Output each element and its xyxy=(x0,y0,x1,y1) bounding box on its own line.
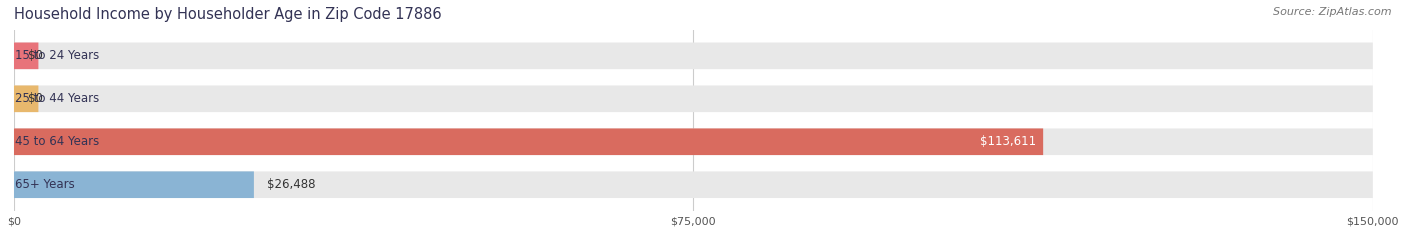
FancyBboxPatch shape xyxy=(14,42,1372,69)
Text: 15 to 24 Years: 15 to 24 Years xyxy=(15,49,100,62)
Text: $0: $0 xyxy=(28,92,42,105)
FancyBboxPatch shape xyxy=(14,128,1043,155)
Text: $26,488: $26,488 xyxy=(267,178,316,191)
Text: $113,611: $113,611 xyxy=(980,135,1036,148)
FancyBboxPatch shape xyxy=(14,128,1372,155)
FancyBboxPatch shape xyxy=(14,86,38,112)
FancyBboxPatch shape xyxy=(14,171,254,198)
Text: Household Income by Householder Age in Zip Code 17886: Household Income by Householder Age in Z… xyxy=(14,7,441,22)
Text: 45 to 64 Years: 45 to 64 Years xyxy=(15,135,100,148)
FancyBboxPatch shape xyxy=(14,171,1372,198)
FancyBboxPatch shape xyxy=(14,42,38,69)
Text: 65+ Years: 65+ Years xyxy=(15,178,75,191)
FancyBboxPatch shape xyxy=(14,86,1372,112)
Text: 25 to 44 Years: 25 to 44 Years xyxy=(15,92,100,105)
Text: Source: ZipAtlas.com: Source: ZipAtlas.com xyxy=(1274,7,1392,17)
Text: $0: $0 xyxy=(28,49,42,62)
